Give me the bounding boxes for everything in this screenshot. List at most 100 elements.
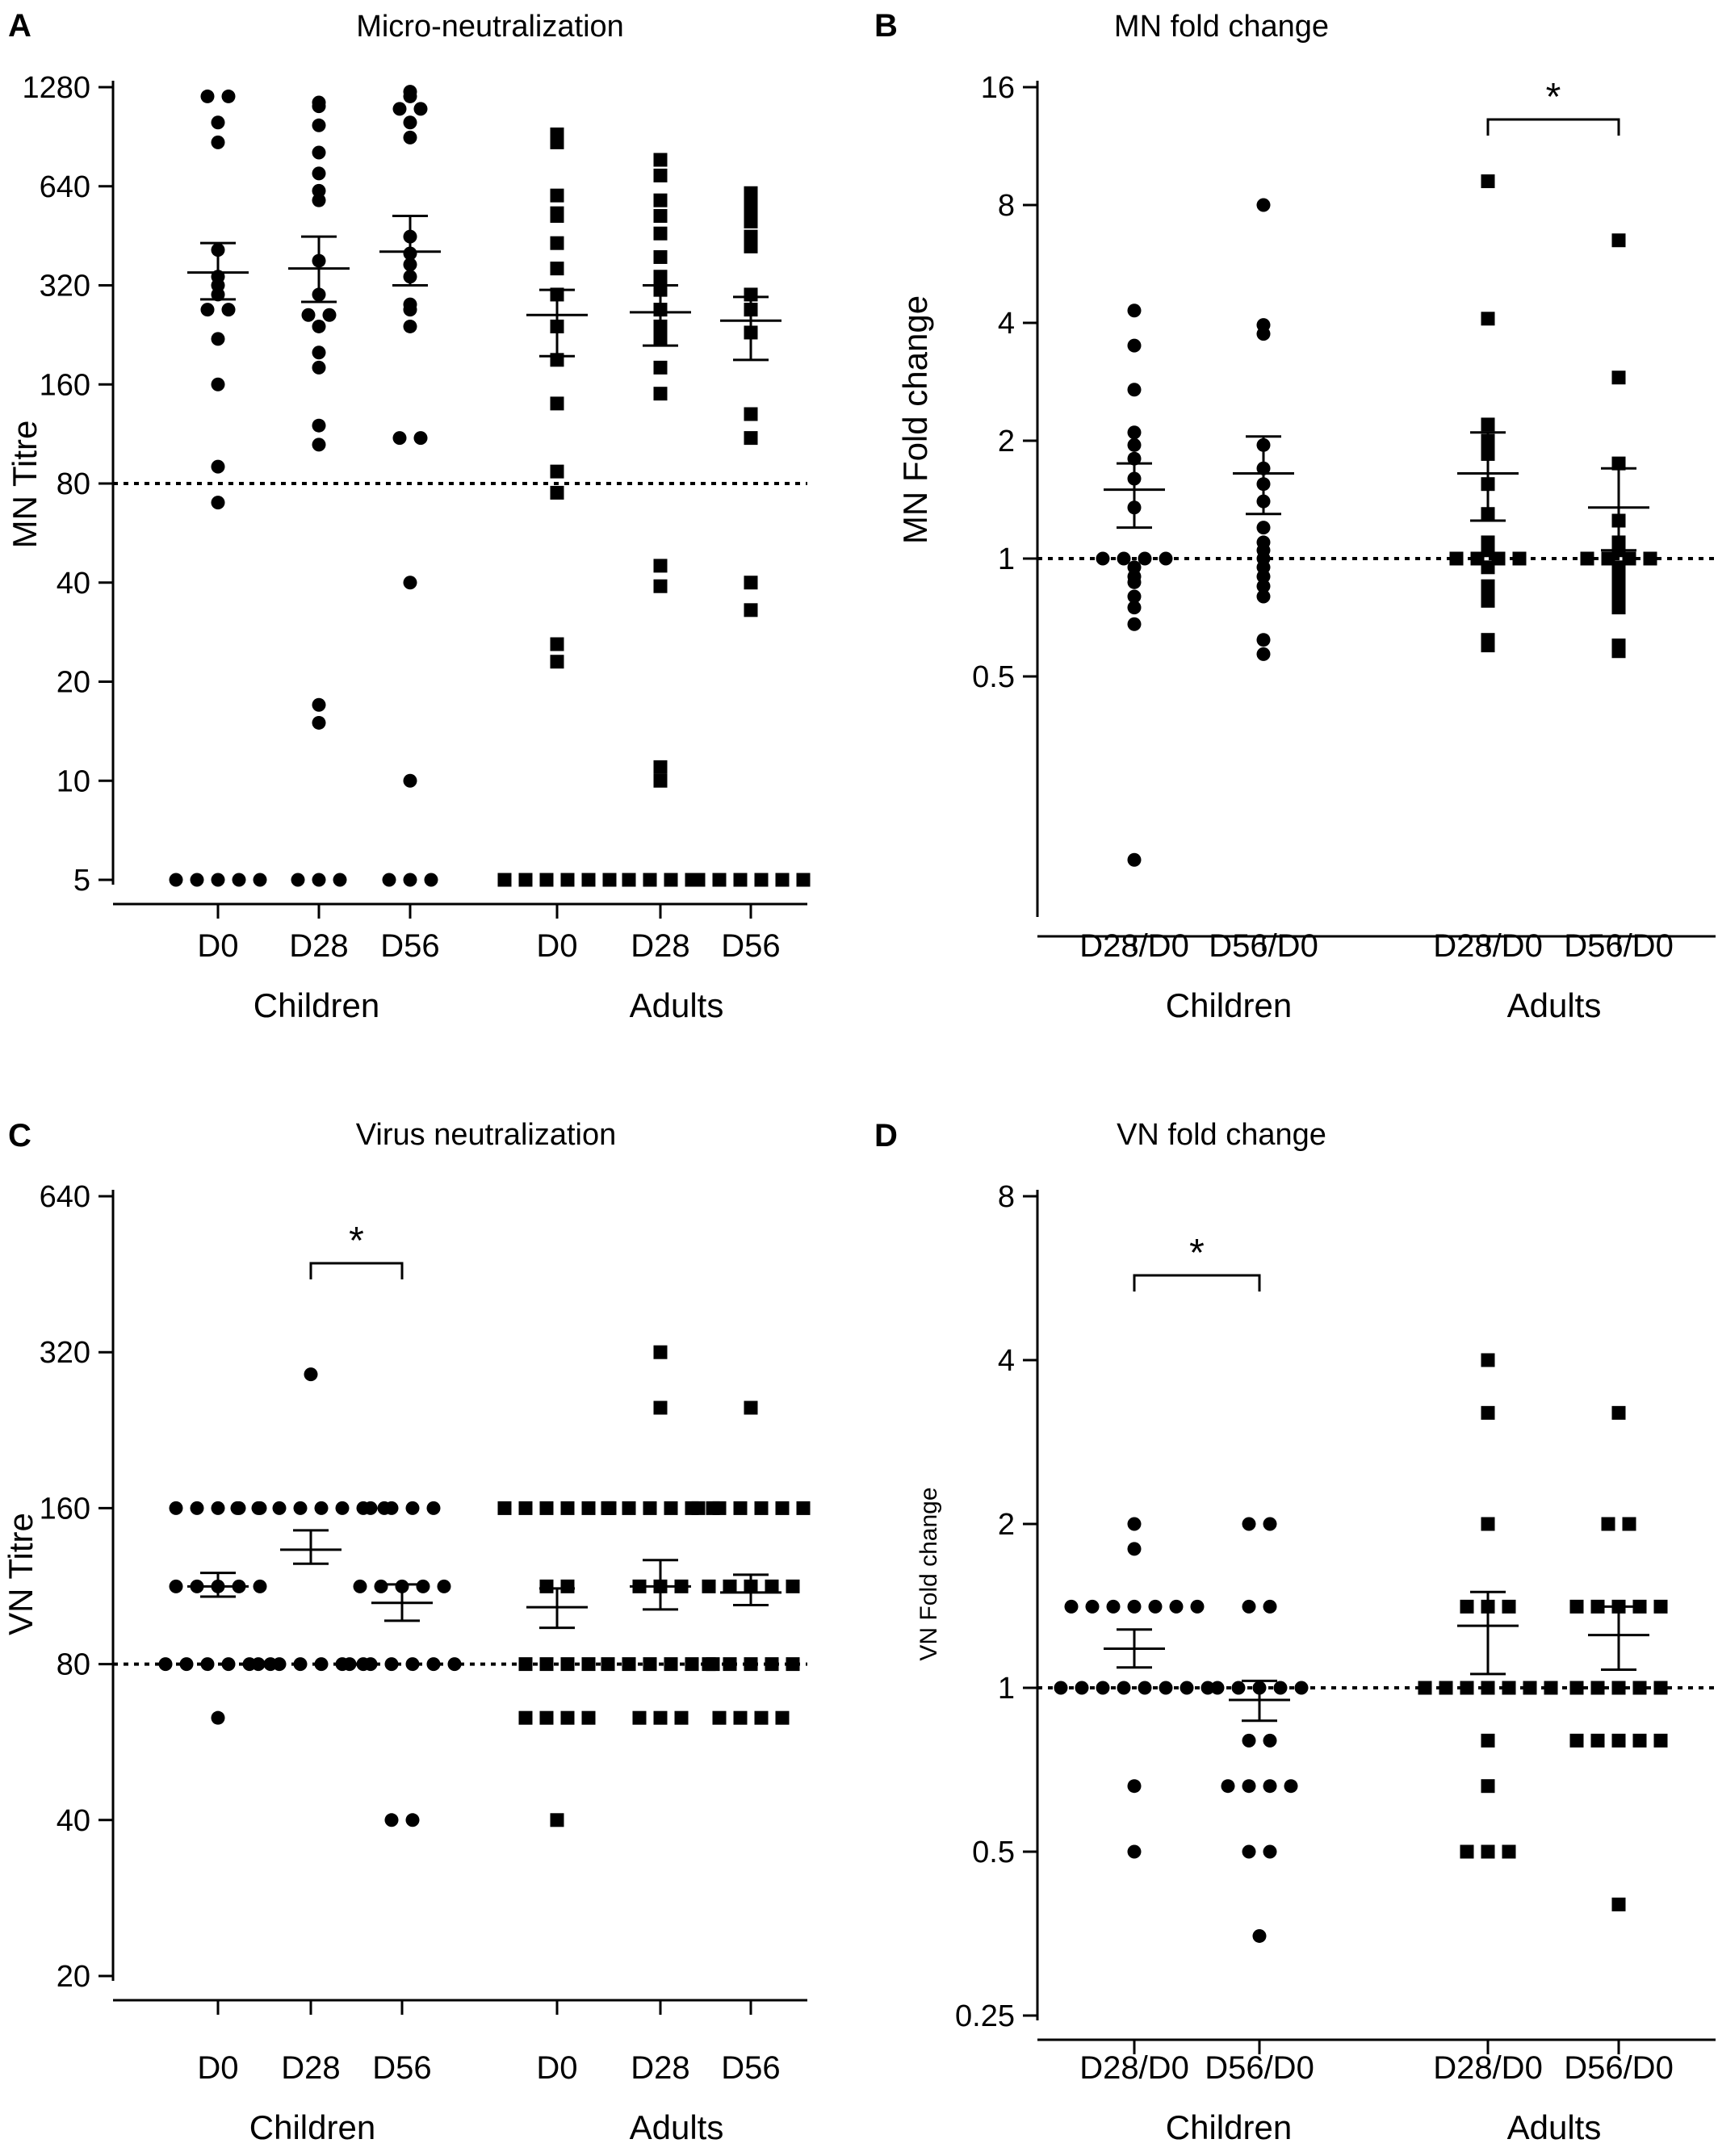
data-point xyxy=(1064,1599,1079,1614)
data-point xyxy=(437,1579,451,1593)
data-point xyxy=(221,89,236,103)
y-tick-label: 8 xyxy=(998,189,1015,223)
data-point xyxy=(1470,551,1485,566)
data-point xyxy=(312,166,326,181)
data-point xyxy=(1180,1681,1194,1695)
data-point xyxy=(211,459,225,474)
data-point xyxy=(653,153,668,167)
x-category-label: D28 xyxy=(281,2050,340,2086)
group-label: Adults xyxy=(630,986,724,1024)
data-point xyxy=(560,1710,575,1725)
data-point xyxy=(786,1657,800,1672)
data-point xyxy=(550,188,564,203)
data-point xyxy=(560,1501,575,1515)
data-point xyxy=(1481,593,1495,608)
data-point xyxy=(796,873,811,887)
data-point xyxy=(1481,543,1495,558)
data-point xyxy=(643,1501,657,1515)
data-point xyxy=(733,1710,748,1725)
y-tick-label: 5 xyxy=(73,864,90,898)
data-point xyxy=(1481,1353,1495,1367)
data-point xyxy=(518,1710,533,1725)
series-D28-Children xyxy=(288,95,350,887)
significance-bracket xyxy=(309,1262,404,1279)
panel-A: A Micro-neutralization 1280 640 320 160 80 40 20… xyxy=(6,8,811,1024)
data-point xyxy=(1242,1517,1256,1531)
panel-title: Virus neutralization xyxy=(356,1118,616,1152)
data-point xyxy=(1611,601,1626,615)
data-point xyxy=(322,308,337,322)
data-point xyxy=(765,1579,779,1593)
data-point xyxy=(518,1657,533,1672)
data-point xyxy=(653,249,668,264)
data-point xyxy=(1611,233,1626,248)
data-point xyxy=(664,1657,678,1672)
y-tick-label: 320 xyxy=(40,1336,90,1370)
data-point xyxy=(1127,304,1142,318)
data-point xyxy=(550,127,564,141)
data-point xyxy=(1601,551,1615,566)
data-point xyxy=(1481,1681,1495,1695)
data-point xyxy=(765,1657,779,1672)
data-point xyxy=(744,1657,758,1672)
panel-label: C xyxy=(8,1118,31,1153)
data-point xyxy=(723,1579,737,1593)
data-point xyxy=(1117,551,1131,566)
data-point xyxy=(1256,647,1271,661)
data-point xyxy=(169,1579,183,1593)
data-point xyxy=(1611,1681,1626,1695)
y-tick-label: 16 xyxy=(981,71,1015,105)
data-point xyxy=(1294,1681,1309,1695)
panel-title: Micro-neutralization xyxy=(356,10,624,44)
data-point xyxy=(403,115,417,130)
data-point xyxy=(539,1710,554,1725)
data-point xyxy=(1481,560,1495,575)
data-point xyxy=(1460,1844,1474,1859)
data-point xyxy=(1256,327,1271,341)
data-point xyxy=(405,1501,420,1515)
data-point xyxy=(1632,1733,1647,1748)
data-point xyxy=(550,262,564,276)
data-point xyxy=(1159,551,1173,566)
data-point xyxy=(1601,1517,1615,1531)
data-point xyxy=(1460,1599,1474,1614)
data-point xyxy=(169,873,183,887)
data-point xyxy=(796,1501,811,1515)
data-point xyxy=(1106,1599,1121,1614)
y-tick-label: 8 xyxy=(998,1180,1015,1214)
data-point xyxy=(1096,551,1110,566)
data-point xyxy=(221,1657,236,1672)
y-tick-label: 1 xyxy=(998,1672,1015,1706)
series-D28-Adults xyxy=(601,1345,720,1725)
group-label: Adults xyxy=(1507,986,1602,1024)
significance-label: * xyxy=(1189,1232,1205,1275)
data-point xyxy=(702,1579,716,1593)
data-point xyxy=(550,209,564,224)
series-D28/D0-Adults xyxy=(1418,1353,1558,1859)
data-point xyxy=(550,655,564,669)
data-point xyxy=(539,1579,554,1593)
data-point xyxy=(1221,1779,1235,1794)
data-point xyxy=(581,1657,596,1672)
data-point xyxy=(169,1501,183,1515)
data-point xyxy=(550,485,564,500)
data-point xyxy=(384,1813,399,1827)
data-point xyxy=(1523,1681,1537,1695)
x-category-label: D56/D0 xyxy=(1564,2050,1674,2086)
data-point xyxy=(550,236,564,250)
data-point xyxy=(403,303,417,317)
x-category-label: D28/D0 xyxy=(1079,928,1189,964)
series-D28/D0-Children xyxy=(1054,1517,1215,1859)
data-point xyxy=(403,319,417,333)
data-point xyxy=(1481,579,1495,593)
data-point xyxy=(333,873,347,887)
data-point xyxy=(1653,1599,1668,1614)
series-D0-Children xyxy=(169,89,267,887)
data-point xyxy=(1085,1599,1100,1614)
data-point xyxy=(581,1501,596,1515)
data-point xyxy=(622,873,636,887)
data-point xyxy=(1190,1599,1205,1614)
data-point xyxy=(1611,370,1626,385)
data-point xyxy=(497,1501,512,1515)
y-axis-label: VN Fold change xyxy=(916,1487,942,1660)
